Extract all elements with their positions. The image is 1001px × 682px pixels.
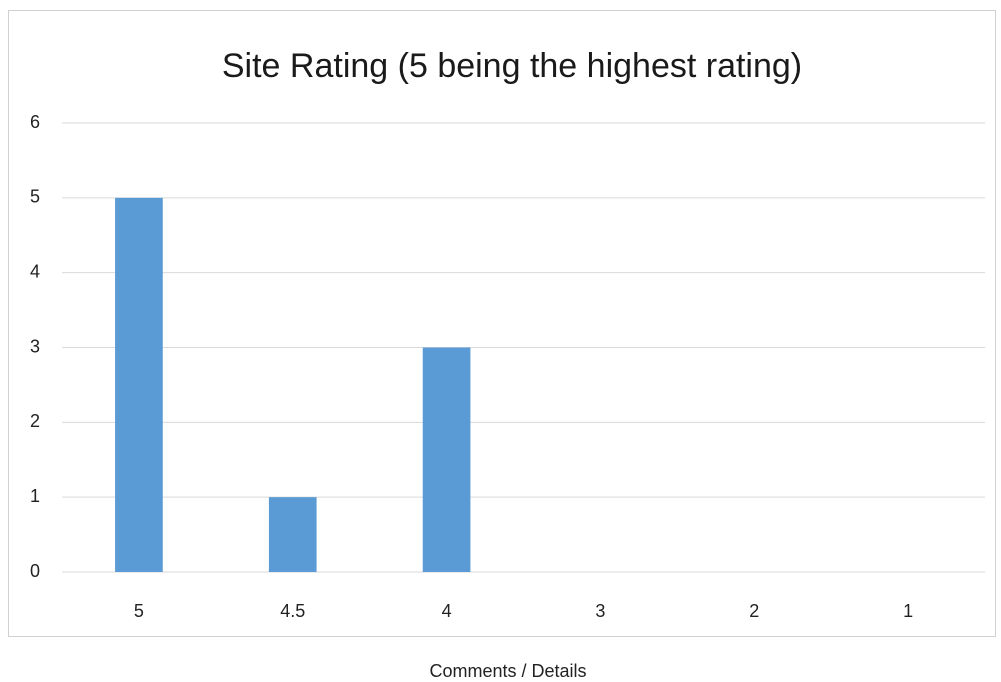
bar	[115, 197, 163, 573]
y-tick-label: 1	[30, 486, 40, 506]
x-tick-label: 3	[595, 601, 605, 621]
y-tick-label: 0	[30, 561, 40, 581]
x-tick-label: 4	[442, 601, 452, 621]
y-tick-label: 3	[30, 336, 40, 356]
y-tick-label: 2	[30, 411, 40, 431]
x-tick-label: 1	[903, 601, 913, 621]
chart-frame	[8, 10, 996, 637]
x-tick-label: 5	[134, 601, 144, 621]
y-tick-label: 6	[30, 112, 40, 132]
caption: Comments / Details	[429, 661, 586, 681]
y-tick-label: 4	[30, 261, 40, 281]
x-tick-label: 4.5	[280, 601, 305, 621]
y-tick-label: 5	[30, 187, 40, 207]
x-tick-label: 2	[749, 601, 759, 621]
chart-title: Site Rating (5 being the highest rating)	[222, 47, 802, 85]
bar	[422, 347, 471, 572]
bar	[268, 497, 317, 572]
